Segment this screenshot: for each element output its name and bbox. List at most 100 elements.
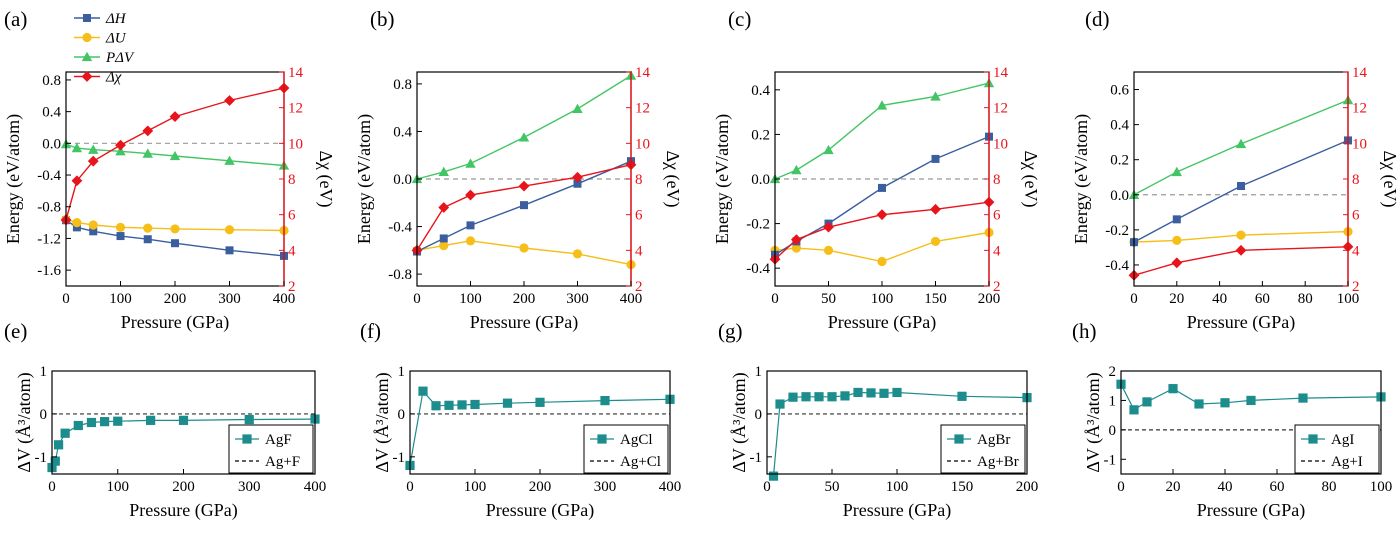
legend-label: AgI xyxy=(1331,432,1354,448)
x-tick-label: 300 xyxy=(566,291,589,307)
y-tick-label: -0.4 xyxy=(1105,258,1129,274)
y-tick-label: 0.0 xyxy=(1110,188,1129,204)
data-point-dV xyxy=(840,391,850,401)
y2-tick-label: 10 xyxy=(635,136,650,152)
y-tick-label: 0.0 xyxy=(42,136,61,152)
y2-tick-label: 10 xyxy=(288,136,303,152)
data-point-PdV xyxy=(1171,166,1182,177)
data-point-PdV xyxy=(142,148,153,158)
legend-label: ΔH xyxy=(105,11,127,27)
x-tick-label: 80 xyxy=(1298,291,1313,307)
legend-marker xyxy=(81,51,93,62)
y2-tick-label: 12 xyxy=(1352,101,1367,117)
y-tick-label: 0.6 xyxy=(1110,83,1129,99)
x-tick-label: 80 xyxy=(1322,479,1337,495)
data-point-dU xyxy=(1236,230,1246,240)
data-point-dV xyxy=(801,392,811,402)
data-point-dU xyxy=(930,236,941,247)
data-point-PdV xyxy=(88,144,99,154)
data-point-PdV xyxy=(465,158,476,168)
x-tick-label: 400 xyxy=(659,479,682,495)
y-tick-label: 1 xyxy=(755,364,763,380)
legend-label: Ag+Cl xyxy=(620,454,661,470)
series-line-dU xyxy=(1133,230,1349,243)
panel-label: (h) xyxy=(1072,319,1097,343)
x-axis-label: Pressure (GPa) xyxy=(129,500,237,521)
x-tick-label: 400 xyxy=(304,479,327,495)
data-point-dU xyxy=(88,220,98,230)
y2-tick-label: 12 xyxy=(288,101,303,117)
data-point-dU xyxy=(823,245,834,255)
data-point-PdV xyxy=(1235,138,1247,149)
legend-label: AgCl xyxy=(620,432,653,448)
x-tick-label: 0 xyxy=(1130,291,1138,307)
data-point-dV xyxy=(879,388,889,398)
data-point-dV xyxy=(178,415,189,425)
data-point-dchi xyxy=(438,202,450,213)
x-tick-label: 300 xyxy=(594,479,617,495)
y-tick-label: -0.2 xyxy=(746,217,770,233)
y-tick-label: -0.8 xyxy=(388,267,412,283)
x-axis-label: Pressure (GPa) xyxy=(843,500,951,521)
data-point-dH xyxy=(439,234,448,243)
data-point-dV xyxy=(827,392,837,402)
data-point-PdV xyxy=(572,103,583,114)
x-tick-label: 60 xyxy=(1255,291,1270,307)
x-tick-label: 150 xyxy=(951,479,974,495)
series-line-dchi xyxy=(65,87,285,221)
series-line-dchi xyxy=(1133,246,1349,276)
data-point-dV xyxy=(100,417,110,427)
panel-label: (f) xyxy=(360,319,381,343)
data-point-dH xyxy=(931,154,940,163)
y2-tick-label: 4 xyxy=(635,243,643,259)
data-point-dV xyxy=(86,417,97,428)
chart-panel-c: (c) 0 50 100 150 200 -0.4 -0.2 0.0 0.2 0.4 2 4 6 8 10 12… xyxy=(712,7,1041,333)
plot-frame xyxy=(1120,370,1382,475)
y2-tick-label: 6 xyxy=(1352,208,1360,224)
y-axis-label: Energy (eV/atom) xyxy=(354,114,375,244)
y-axis-label: ΔV (Å³/atom) xyxy=(14,372,35,472)
x-tick-label: 400 xyxy=(620,291,643,307)
y2-tick-label: 8 xyxy=(1352,172,1360,188)
x-tick-label: 300 xyxy=(218,291,241,307)
legend-marker xyxy=(82,32,92,43)
y-tick-label: -0.2 xyxy=(1105,223,1129,239)
series-line-dH xyxy=(416,160,632,253)
data-point-dV xyxy=(73,420,83,431)
data-point-dU xyxy=(115,222,126,232)
legend-label: Ag+Br xyxy=(977,454,1019,470)
chart-panel-a: (a) 0 100 200 300 400 -1.6 -1.2 -0.8 -0.4 0.0 0.4 0.… xyxy=(3,7,336,333)
y-tick-label: 0.8 xyxy=(42,73,61,89)
panel-label: (e) xyxy=(4,319,27,343)
x-tick-label: 200 xyxy=(529,479,552,495)
data-point-dV xyxy=(892,387,902,398)
panel-label: (c) xyxy=(728,7,751,31)
y-tick-label: 0 xyxy=(1109,423,1117,439)
legend-label: AgBr xyxy=(977,432,1010,448)
x-tick-label: 100 xyxy=(871,291,894,307)
panel-label: (g) xyxy=(718,319,743,343)
y2-tick-label: 8 xyxy=(635,172,643,188)
y2-tick-label: 12 xyxy=(993,101,1008,117)
data-point-PdV xyxy=(169,150,181,161)
y2-tick-label: 14 xyxy=(288,65,304,81)
data-point-dH xyxy=(520,201,528,210)
y-axis-label: Energy (eV/atom) xyxy=(712,114,733,244)
data-point-PdV xyxy=(876,100,888,110)
y-axis-label: Energy (eV/atom) xyxy=(3,114,24,244)
chart-panel-b: (b) 0 100 200 300 400 -0.8 -0.4 0.0 0.4 0.8 2 4 6 8 10 1… xyxy=(354,7,683,333)
data-point-dV xyxy=(431,401,441,411)
y2-axis-label: Δχ (eV) xyxy=(315,150,336,207)
data-point-dchi xyxy=(142,125,154,137)
panel-label: (a) xyxy=(4,7,27,31)
y-tick-label: -1.2 xyxy=(37,231,61,247)
x-tick-label: 20 xyxy=(1166,479,1181,495)
y-tick-label: -1 xyxy=(393,450,406,466)
data-point-dH xyxy=(878,183,886,192)
legend-marker xyxy=(242,434,252,444)
x-tick-label: 50 xyxy=(825,479,840,495)
data-point-dH xyxy=(171,239,179,248)
data-point-dV xyxy=(60,428,70,438)
